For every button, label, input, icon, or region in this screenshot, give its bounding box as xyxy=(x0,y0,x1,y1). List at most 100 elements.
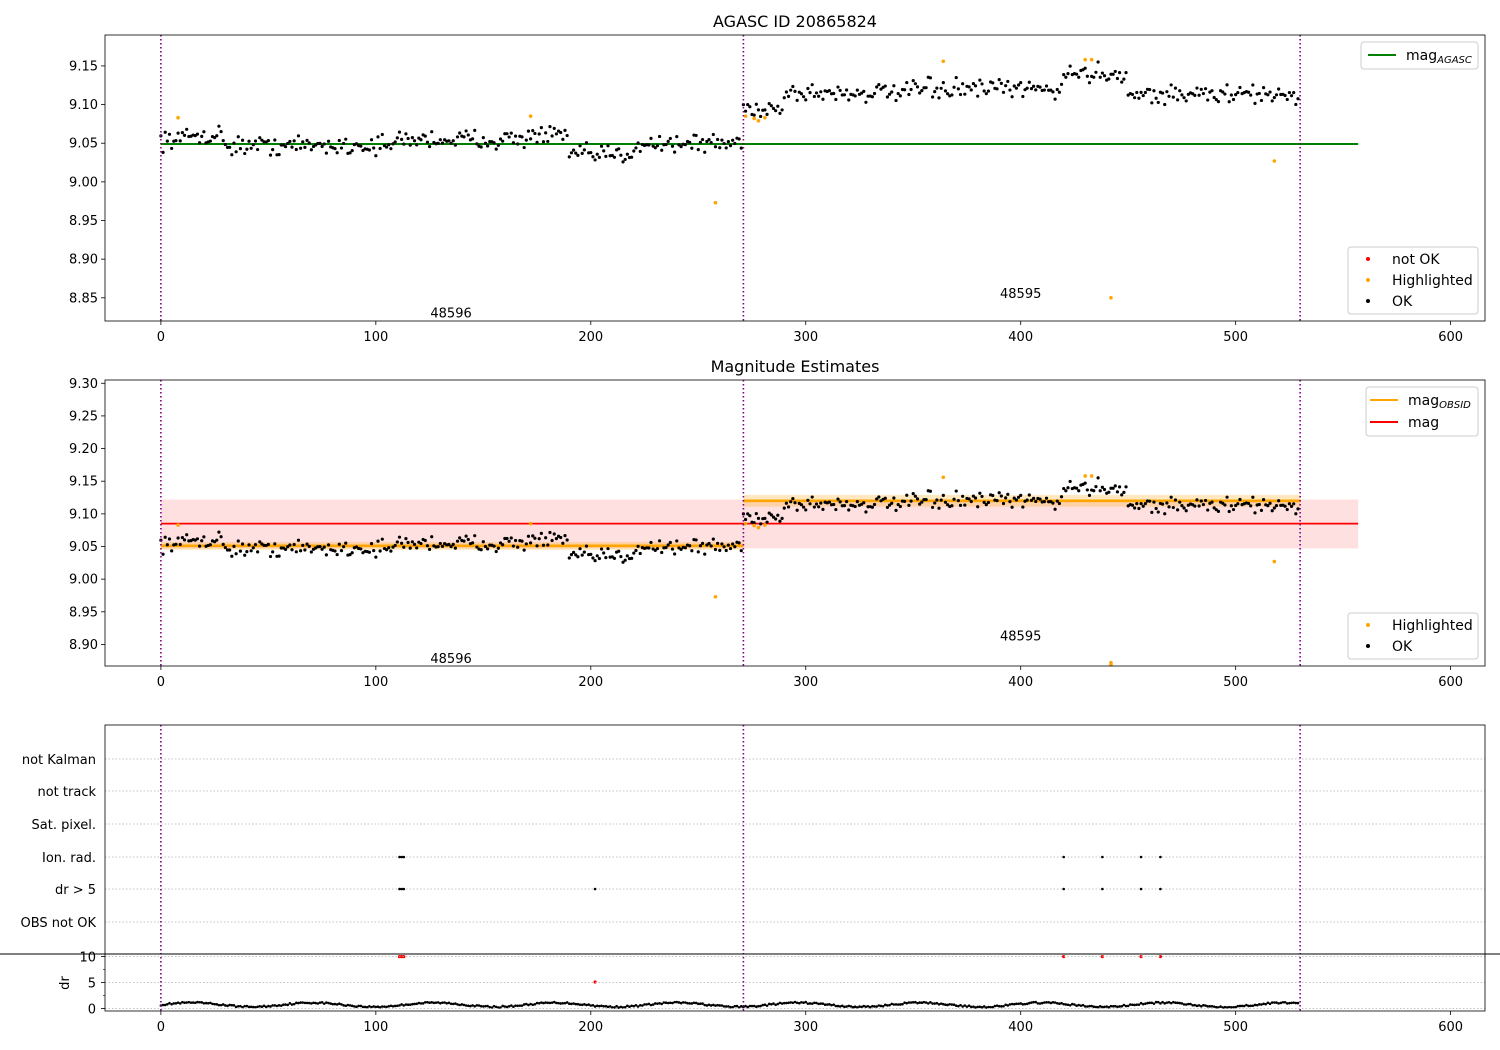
dr-point xyxy=(1266,1001,1270,1005)
dr-point xyxy=(742,1005,745,1009)
ok-point xyxy=(526,129,531,133)
ok-point xyxy=(991,493,995,498)
ok-point xyxy=(1141,93,1145,98)
ok-point xyxy=(997,77,1001,82)
ok-point xyxy=(303,145,307,149)
dr-point xyxy=(191,1001,195,1004)
ok-point xyxy=(387,546,391,550)
dr-point xyxy=(181,1000,184,1004)
dr-point xyxy=(1118,1005,1121,1008)
dr-point xyxy=(724,1005,728,1008)
ok-point xyxy=(827,89,831,93)
dr-point xyxy=(924,1001,928,1004)
ok-point xyxy=(1053,507,1057,511)
ok-point xyxy=(885,95,890,99)
ok-point xyxy=(344,541,348,545)
ok-point xyxy=(535,140,539,145)
ok-point xyxy=(559,130,563,135)
dr-point xyxy=(404,1003,408,1006)
ok-point xyxy=(524,138,528,142)
ok-point xyxy=(890,90,894,94)
ok-point xyxy=(301,543,305,547)
dr-point xyxy=(1008,1003,1012,1006)
ok-point xyxy=(178,542,182,547)
dr-point xyxy=(954,1004,958,1008)
ok-point xyxy=(1133,96,1137,100)
ok-point xyxy=(1025,86,1029,90)
dr-point xyxy=(262,1004,266,1008)
ok-point xyxy=(591,556,595,560)
ok-point xyxy=(249,146,253,150)
ok-point xyxy=(219,535,223,539)
dr-point xyxy=(1066,1003,1070,1007)
ok-point xyxy=(937,96,941,100)
ok-point xyxy=(380,537,384,541)
ok-point xyxy=(976,94,980,98)
y-tick-label: 9.00 xyxy=(69,175,98,190)
dr-point xyxy=(1249,1004,1253,1008)
dr-point xyxy=(686,1001,689,1005)
ok-point xyxy=(290,145,294,149)
ok-point xyxy=(688,544,692,548)
ok-point xyxy=(372,548,376,553)
dr-point xyxy=(574,1002,578,1006)
dr-point xyxy=(875,1005,878,1008)
dr-point xyxy=(183,1001,186,1004)
ok-point xyxy=(980,494,984,499)
ok-point xyxy=(574,553,578,557)
dr-point xyxy=(1223,1005,1227,1009)
ok-point xyxy=(698,544,703,548)
ok-point xyxy=(318,545,322,549)
dr-point xyxy=(206,1001,210,1005)
dr-point xyxy=(552,1000,556,1004)
ok-point xyxy=(271,148,275,152)
dr-point xyxy=(462,1003,466,1007)
dr-point xyxy=(1193,1003,1197,1007)
highlighted-point xyxy=(752,116,756,121)
ok-point xyxy=(647,546,651,550)
ok-point xyxy=(1038,497,1042,501)
ok-point xyxy=(997,491,1001,495)
ok-point xyxy=(243,553,247,557)
dr-point xyxy=(408,1003,412,1006)
ok-point xyxy=(896,91,900,96)
dr-point xyxy=(389,1004,393,1008)
ok-point xyxy=(185,127,189,131)
ok-point xyxy=(567,155,571,159)
dr-point xyxy=(546,1001,550,1005)
ok-point xyxy=(817,505,821,509)
ok-point xyxy=(1216,509,1221,513)
ok-point xyxy=(1182,506,1186,510)
ok-point xyxy=(1115,76,1120,81)
ok-point xyxy=(597,556,601,561)
dr-point xyxy=(525,1002,528,1006)
ok-point xyxy=(466,133,470,137)
ok-point xyxy=(208,543,212,547)
dr-axis-label: dr xyxy=(58,976,73,990)
dr-point xyxy=(174,1002,178,1005)
dr-point xyxy=(914,1000,917,1004)
ok-point xyxy=(526,534,531,538)
dr-point xyxy=(565,1001,569,1004)
ok-point xyxy=(402,545,406,549)
ok-point xyxy=(679,547,683,552)
dr-point xyxy=(172,1002,176,1005)
x-tick-label: 500 xyxy=(1223,330,1248,345)
flag-point xyxy=(1139,855,1143,859)
ok-point xyxy=(318,141,322,145)
ok-point xyxy=(617,549,621,553)
dr-point xyxy=(1034,1000,1038,1004)
ok-point xyxy=(277,554,281,558)
x-tick-label: 400 xyxy=(1008,1020,1033,1035)
ok-point xyxy=(1171,95,1175,99)
dr-point xyxy=(572,1002,575,1005)
flag-label: not Kalman xyxy=(22,753,96,768)
dr-point xyxy=(512,1005,515,1009)
dr-point xyxy=(340,1003,343,1006)
flag-label: OBS not OK xyxy=(21,916,97,931)
ok-point xyxy=(909,87,913,92)
dr-point xyxy=(690,1002,694,1005)
ok-point xyxy=(1034,88,1038,92)
ok-point xyxy=(1287,502,1291,506)
dr-point xyxy=(832,1003,835,1006)
